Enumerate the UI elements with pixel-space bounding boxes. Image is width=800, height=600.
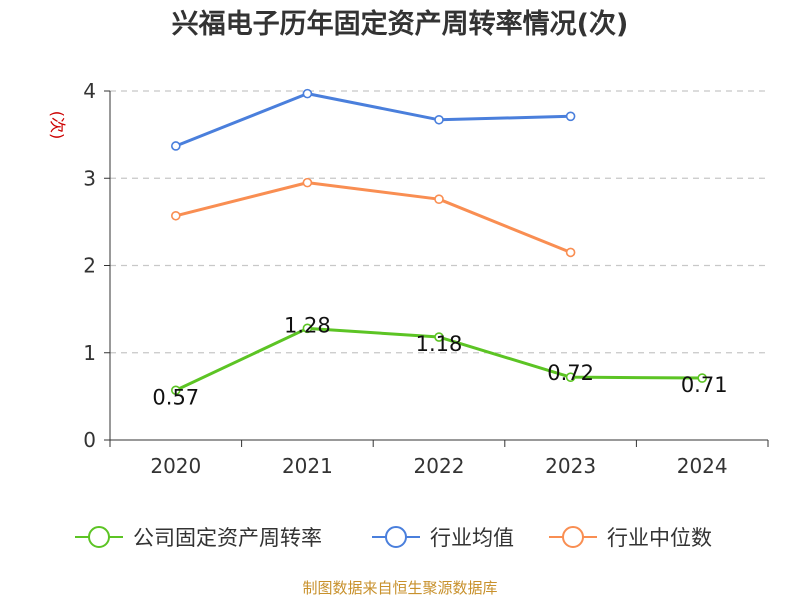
y-tick-label: 2 [83,254,96,278]
data-point [697,373,708,383]
y-axis-label: (次) [48,111,67,140]
data-point [565,111,576,122]
source-note: 制图数据来自恒生聚源数据库 [302,579,497,597]
x-tick-label: 2023 [545,454,596,478]
data-point [434,332,444,342]
series-line [175,92,571,148]
data-point [302,177,313,188]
y-tick-label: 4 [83,79,96,103]
x-tick-label: 2022 [414,454,465,478]
x-tick-label: 2021 [282,454,333,478]
legend-item: 行业中位数 [549,526,712,550]
legend-item: 行业均值 [372,526,514,550]
gridlines [110,90,768,354]
x-tick-label: 2020 [150,454,201,478]
legend-marker [88,526,110,548]
data-point [565,247,576,258]
legend-item: 公司固定资产周转率 [75,526,322,550]
legend-label: 行业均值 [430,526,514,550]
axes: 0 1 2 3 4 2020 2021 2022 2023 2024 [83,79,769,478]
data-label: 0.72 [547,361,594,385]
data-point [302,323,313,334]
data-point [171,141,181,151]
data-label: 1.28 [284,313,331,337]
data-point [565,372,576,382]
data-label: 1.18 [416,332,463,356]
data-point [171,385,181,396]
legend-marker [562,526,584,548]
series-group [171,88,708,396]
data-point [171,210,181,221]
series-line [175,181,572,254]
legend: 公司固定资产周转率 行业均值 行业中位数 [75,526,712,550]
x-tick-label: 2024 [677,454,728,478]
y-tick-label: 1 [83,341,96,365]
data-point [434,114,444,125]
chart-title: 兴福电子历年固定资产周转率情况(次) [172,8,629,40]
data-label: 0.57 [152,385,199,409]
legend-label: 行业中位数 [607,526,712,550]
data-point [302,88,313,99]
data-label: 0.71 [681,373,728,397]
data-point [434,194,444,204]
data-labels: 0.57 1.28 1.18 0.72 0.71 [152,313,727,409]
y-tick-label: 3 [83,166,96,190]
y-tick-label: 0 [83,428,96,452]
legend-label: 公司固定资产周转率 [133,526,322,550]
legend-marker [385,526,407,548]
